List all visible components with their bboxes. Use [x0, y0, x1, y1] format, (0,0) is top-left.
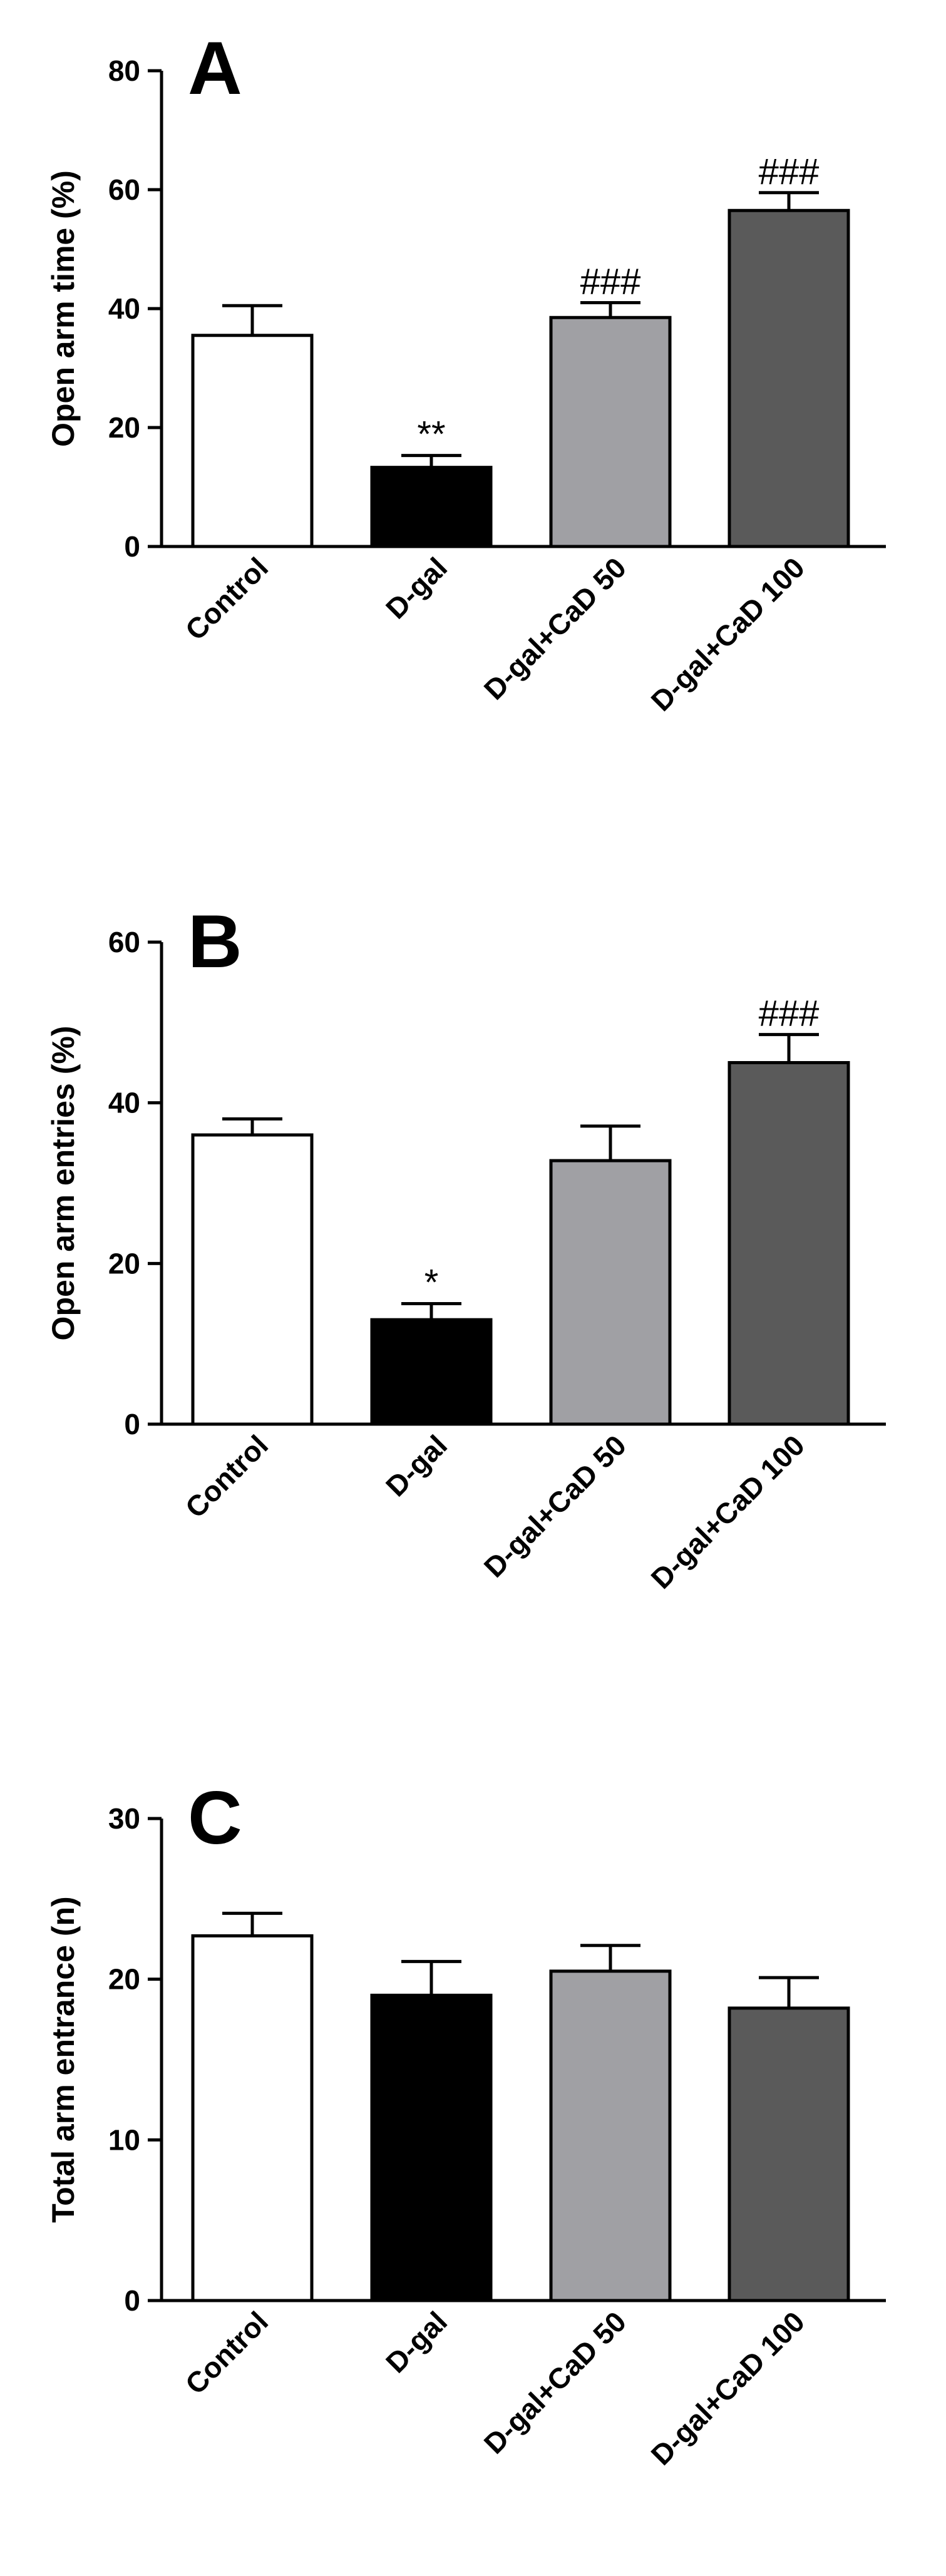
- category-label: Control: [179, 551, 274, 646]
- y-tick-label: 30: [108, 1802, 140, 1835]
- y-tick-label: 0: [124, 2284, 140, 2317]
- bar-d-gal-cad-50: [549, 1969, 672, 2302]
- y-tick-label: 60: [108, 173, 140, 206]
- category-label: D-gal: [379, 1429, 453, 1502]
- panel-letter: C: [188, 1776, 242, 1860]
- significance-annotation: **: [417, 414, 445, 455]
- category-label: Control: [179, 1429, 274, 1524]
- bar-control: [191, 334, 314, 548]
- category-label: Control: [179, 2305, 274, 2400]
- y-axis-title: Open arm entries (%): [46, 1026, 81, 1341]
- significance-annotation: ###: [759, 993, 820, 1034]
- y-tick-label: 20: [108, 1963, 140, 1996]
- y-tick-label: 0: [124, 1408, 140, 1440]
- bar-control: [191, 1934, 314, 2302]
- bar-d-gal: [370, 1993, 493, 2302]
- chart-panel-b: 0 20 40 60 Open arm entries (%) B Control * D-ga…: [46, 900, 886, 1595]
- y-tick-label: 10: [108, 2123, 140, 2156]
- bar-d-gal: [370, 466, 493, 548]
- chart-panel-c: 0 10 20 30 Total arm entrance (n) C Control D-g…: [46, 1776, 886, 2471]
- category-label: D-gal+CaD 50: [478, 2305, 632, 2460]
- significance-annotation: ###: [759, 151, 820, 192]
- y-tick-label: 20: [108, 411, 140, 444]
- significance-annotation: ###: [580, 262, 641, 302]
- panel-letter: A: [188, 26, 242, 110]
- bar-d-gal-cad-100: [727, 1061, 850, 1426]
- chart-panel-a: 0 20 40 60 80 Open arm time (%) A Control ** D-ga…: [46, 26, 886, 717]
- bar-d-gal: [370, 1318, 493, 1426]
- y-axis-title: Total arm entrance (n): [46, 1896, 81, 2222]
- y-tick-label: 40: [108, 1087, 140, 1119]
- y-tick-label: 0: [124, 530, 140, 563]
- category-label: D-gal+CaD 100: [645, 551, 811, 717]
- category-label: D-gal+CaD 100: [645, 2305, 811, 2471]
- category-label: D-gal: [379, 551, 453, 625]
- y-tick-label: 40: [108, 292, 140, 325]
- bar-control: [191, 1133, 314, 1426]
- y-tick-label: 80: [108, 54, 140, 87]
- category-label: D-gal+CaD 100: [645, 1429, 811, 1594]
- bar-d-gal-cad-100: [727, 208, 850, 548]
- bar-d-gal-cad-50: [549, 316, 672, 548]
- y-axis-title: Open arm time (%): [46, 170, 81, 447]
- category-label: D-gal+CaD 50: [478, 551, 632, 706]
- y-tick-label: 20: [108, 1247, 140, 1280]
- significance-annotation: *: [424, 1263, 439, 1303]
- category-label: D-gal: [379, 2305, 453, 2379]
- category-label: D-gal+CaD 50: [478, 1429, 632, 1583]
- y-tick-label: 60: [108, 926, 140, 958]
- panel-letter: B: [188, 900, 242, 983]
- bar-d-gal-cad-50: [549, 1159, 672, 1426]
- bar-d-gal-cad-100: [727, 2006, 850, 2302]
